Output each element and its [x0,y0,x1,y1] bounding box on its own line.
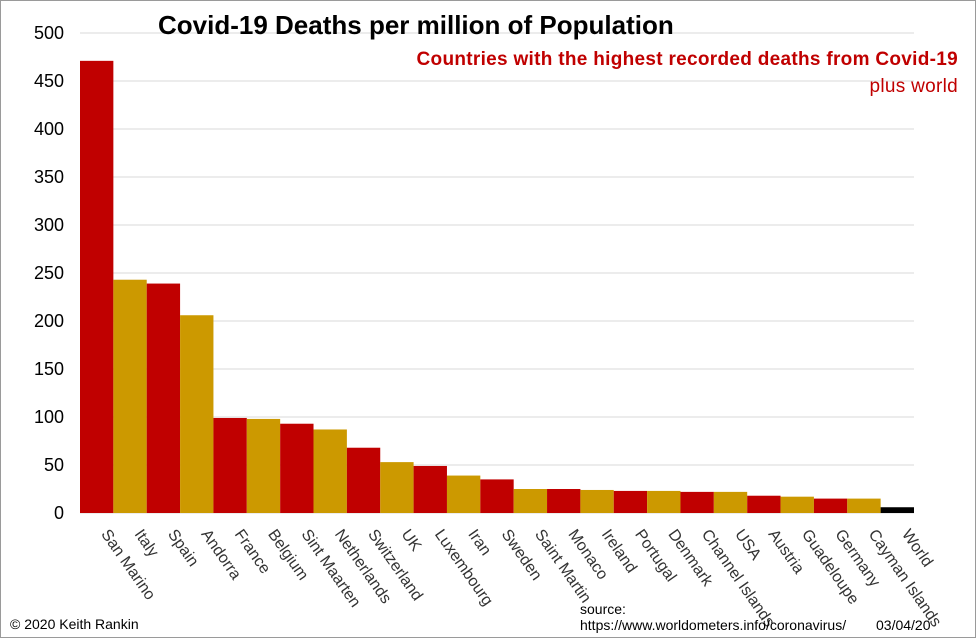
date-text: 03/04/20 [876,617,931,633]
bar [380,462,414,513]
bar [680,491,714,513]
bar [547,489,581,513]
y-tick-label: 0 [54,503,64,523]
chart-subtitle: Countries with the highest recorded deat… [416,49,958,70]
y-tick-label: 350 [34,167,64,187]
y-tick-label: 100 [34,407,64,427]
chart-subtitle-2: plus world [869,76,958,97]
y-tick-label: 150 [34,359,64,379]
bar [446,475,481,513]
bar [113,279,147,513]
y-tick-label: 500 [34,23,64,43]
bar [780,496,814,513]
y-tick-label: 200 [34,311,64,331]
bar [647,490,681,513]
bar [80,60,114,514]
bar [213,417,247,513]
bar [580,489,614,513]
x-tick-label: Spain [164,527,201,570]
bar [813,498,848,513]
y-tick-label: 300 [34,215,64,235]
bar [146,283,181,513]
source-label: source: [580,601,626,617]
bar [413,465,447,513]
bar [713,491,748,513]
bar [747,495,781,513]
bar [280,423,314,513]
x-tick-label: Italy [131,527,162,561]
bars [80,60,914,514]
bar [346,447,381,513]
bar [480,479,514,513]
y-tick-label: 50 [44,455,64,475]
bar [513,489,548,513]
y-tick-label: 250 [34,263,64,283]
x-tick-label: UK [398,527,425,555]
source-url: https://www.worldometers.info/coronaviru… [580,617,847,633]
bar [180,315,214,513]
y-axis-ticks: 0 50 100 150 200 250 300 350 400 450 500 [34,23,64,523]
x-tick-label: USA [731,527,764,564]
bar [246,418,281,513]
chart-title: Covid-19 Deaths per million of Populatio… [158,10,674,40]
y-tick-label: 450 [34,71,64,91]
x-tick-label: Iran [464,527,494,559]
bar [613,490,648,513]
y-tick-label: 400 [34,119,64,139]
bar [880,507,914,513]
bar [313,429,347,513]
bar [847,498,881,513]
copyright-text: © 2020 Keith Rankin [10,616,139,632]
